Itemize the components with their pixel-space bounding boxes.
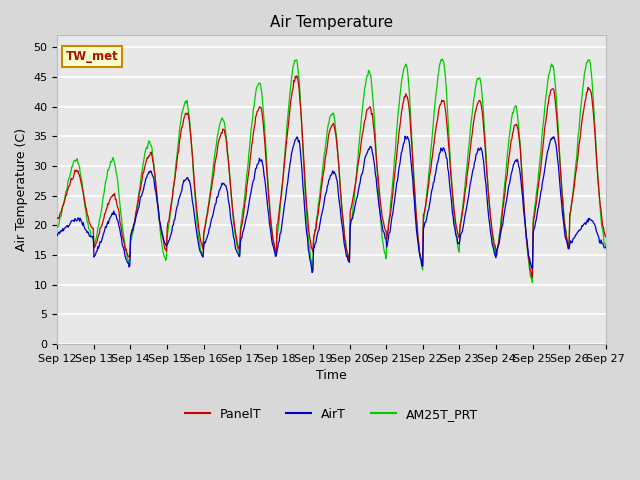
Title: Air Temperature: Air Temperature	[270, 15, 393, 30]
Legend: PanelT, AirT, AM25T_PRT: PanelT, AirT, AM25T_PRT	[180, 403, 483, 426]
Y-axis label: Air Temperature (C): Air Temperature (C)	[15, 128, 28, 251]
X-axis label: Time: Time	[316, 370, 347, 383]
Text: TW_met: TW_met	[66, 50, 118, 63]
